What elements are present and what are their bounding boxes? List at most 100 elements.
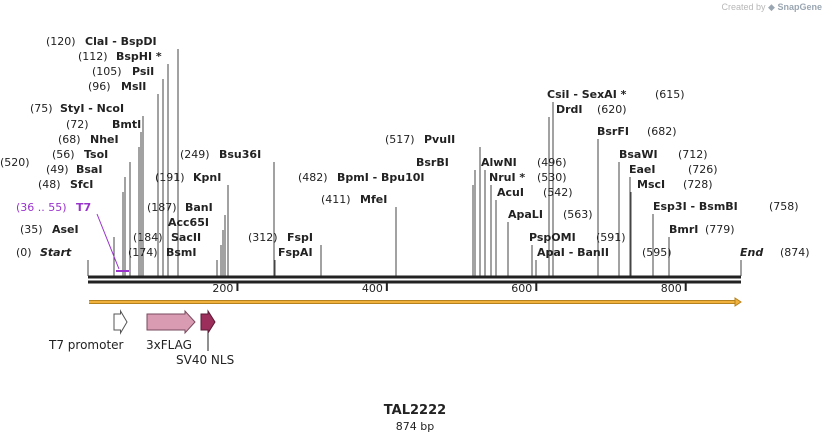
site-position: (542) — [543, 186, 573, 199]
site-position: (595) — [642, 246, 672, 259]
site-position: (191) — [155, 171, 185, 184]
site-name: AlwNI — [481, 156, 517, 169]
site-name: ClaI - BspDI — [85, 35, 157, 48]
site-position: (187) — [147, 201, 177, 214]
site-name: AcuI — [497, 186, 524, 199]
plasmid-length: 874 bp — [395, 420, 435, 433]
site-name: NheI — [90, 133, 119, 146]
site-name: BsrFI — [597, 125, 629, 138]
site-name: SacII — [171, 231, 201, 244]
site-position: (591) — [596, 231, 626, 244]
site-name: BmrI — [669, 223, 698, 236]
credit-prefix: Created by — [721, 2, 766, 12]
site-name: MscI — [637, 178, 665, 191]
site-name: SfcI — [70, 178, 93, 191]
site-position: (517) — [385, 133, 415, 146]
site-name: Start — [40, 246, 72, 259]
site-position: (49) — [46, 163, 69, 176]
feature-label: T7 promoter — [48, 338, 124, 352]
site-position: (712) — [678, 148, 708, 161]
site-name: BsmI — [166, 246, 197, 259]
site-name: MfeI — [360, 193, 387, 206]
site-name: BsaI — [76, 163, 102, 176]
site-position: (48) — [38, 178, 61, 191]
site-name: AseI — [52, 223, 79, 236]
site-name: FspI — [287, 231, 313, 244]
site-position: (174) — [128, 246, 158, 259]
site-position: (520) — [0, 156, 30, 169]
site-position: (758) — [769, 200, 799, 213]
primer-range: (36 .. 55) — [16, 201, 67, 214]
site-name: PsiI — [132, 65, 154, 78]
primer-leader-line — [96, 213, 120, 270]
site-name: ApaI - BanII — [537, 246, 609, 259]
snapgene-logo-icon: ◆ — [768, 2, 775, 12]
site-name: BanI — [185, 201, 213, 214]
site-name: PvuII — [424, 133, 455, 146]
feature-label: 3xFLAG — [146, 338, 192, 352]
site-name: KpnI — [193, 171, 221, 184]
site-position: (56) — [52, 148, 75, 161]
site-position: (72) — [66, 118, 89, 131]
site-position: (563) — [563, 208, 593, 221]
site-position: (682) — [647, 125, 677, 138]
site-name: FspAI — [278, 246, 313, 259]
site-position: (249) — [180, 148, 210, 161]
site-name: StyI - NcoI — [60, 102, 124, 115]
site-lines — [87, 49, 742, 276]
site-name: NruI * — [489, 171, 525, 184]
site-name: BmtI — [112, 118, 141, 131]
site-position: (726) — [688, 163, 718, 176]
site-name: MslI — [121, 80, 146, 93]
primer-t7: (36 .. 55) T7 — [16, 201, 129, 272]
site-position: (496) — [537, 156, 567, 169]
site-position: (68) — [58, 133, 81, 146]
plasmid-map: (0) Start (35) AseI (48) SfcI(49) BsaI(56) TsoI… — [0, 35, 810, 367]
site-name: Esp3I - BsmBI — [653, 200, 738, 213]
orf-arrow — [89, 297, 742, 307]
site-position: (96) — [88, 80, 111, 93]
site-position: (728) — [683, 178, 713, 191]
site-position: (75) — [30, 102, 53, 115]
ruler-label: 800 — [661, 282, 682, 295]
site-name: BspHI * — [116, 50, 162, 63]
ruler: 200 400 600 800 — [212, 282, 687, 295]
credit-brand: SnapGene — [777, 2, 822, 12]
site-name: TsoI — [84, 148, 108, 161]
site-labels: (0) Start (35) AseI (48) SfcI(49) BsaI(56) TsoI… — [0, 35, 810, 259]
snapgene-credit: Created by ◆ SnapGene — [722, 2, 823, 13]
site-position: (530) — [537, 171, 567, 184]
site-name: ApaLI — [508, 208, 543, 221]
site-position: (120) — [46, 35, 76, 48]
ruler-label: 200 — [212, 282, 233, 295]
orf-arrowhead — [734, 297, 742, 307]
site-position: (312) — [248, 231, 278, 244]
feature-label: SV40 NLS — [176, 353, 234, 367]
site-position: (874) — [780, 246, 810, 259]
site-name: EaeI — [629, 163, 656, 176]
site-position: (411) — [321, 193, 351, 206]
site-position: (779) — [705, 223, 735, 236]
site-position: (620) — [597, 103, 627, 116]
site-name: DrdI — [556, 103, 583, 116]
site-name: Bsu36I — [219, 148, 261, 161]
site-position: (184) — [133, 231, 163, 244]
feature-arrow — [146, 309, 196, 335]
site-name: Acc65I — [168, 216, 209, 229]
site-name: PspOMI — [529, 231, 576, 244]
site-position: (112) — [78, 50, 108, 63]
site-position: (482) — [298, 171, 328, 184]
site-name: End — [740, 246, 763, 259]
plasmid-name: TAL2222 — [383, 403, 447, 418]
site-name: CsiI - SexAI * — [547, 88, 627, 101]
site-name: BsaWI — [619, 148, 658, 161]
site-name: BsrBI — [416, 156, 449, 169]
ruler-label: 600 — [511, 282, 532, 295]
primer-name: T7 — [76, 201, 91, 214]
site-position: (105) — [92, 65, 122, 78]
site-position: (615) — [655, 88, 685, 101]
feature-arrow — [113, 309, 128, 335]
site-position: (0) — [16, 246, 32, 259]
ruler-label: 400 — [362, 282, 383, 295]
